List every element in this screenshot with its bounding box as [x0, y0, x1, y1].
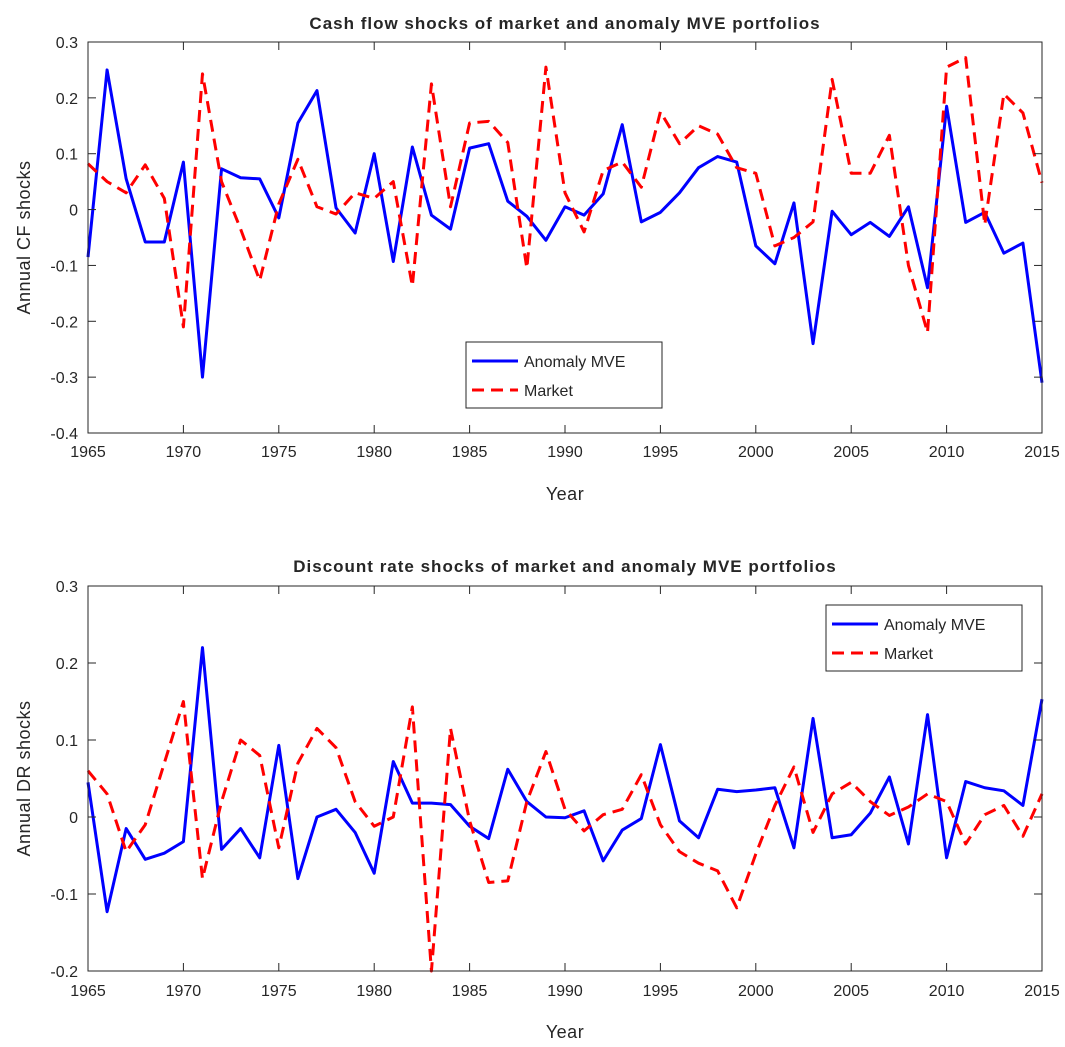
- chart-title: Cash flow shocks of market and anomaly M…: [309, 14, 820, 33]
- y-tick-label: 0.1: [56, 733, 78, 750]
- x-tick-label: 1970: [166, 444, 202, 461]
- market-series-line: [86, 56, 1044, 334]
- x-tick-label: 2010: [929, 444, 965, 461]
- x-axis-label: Year: [546, 1022, 584, 1042]
- x-tick-label: 2010: [929, 983, 965, 1000]
- y-axis-label: Annual CF shocks: [14, 160, 34, 314]
- x-tick-label: 2015: [1024, 444, 1060, 461]
- legend-label: Anomaly MVE: [884, 617, 985, 634]
- x-tick-label: 2000: [738, 983, 774, 1000]
- x-tick-label: 1980: [356, 983, 392, 1000]
- anomaly-mve-series-line: [86, 646, 1044, 914]
- y-tick-label: 0.1: [56, 147, 78, 164]
- anomaly-mve-series-line: [86, 68, 1044, 383]
- y-tick-label: -0.3: [50, 370, 78, 387]
- market-series-line: [86, 700, 1044, 973]
- x-tick-label: 2005: [833, 983, 869, 1000]
- x-tick-label: 1985: [452, 983, 488, 1000]
- x-tick-label: 1965: [70, 444, 106, 461]
- y-tick-label: 0: [69, 203, 78, 220]
- y-tick-label: -0.1: [50, 887, 78, 904]
- x-tick-label: 2005: [833, 444, 869, 461]
- x-tick-label: 1975: [261, 444, 297, 461]
- legend-box: [465, 341, 663, 409]
- x-tick-label: 1980: [356, 444, 392, 461]
- y-axis-label: Annual DR shocks: [14, 700, 34, 856]
- y-tick-label: -0.1: [50, 258, 78, 275]
- x-axis-label: Year: [546, 484, 584, 504]
- x-tick-label: 1970: [166, 983, 202, 1000]
- y-tick-label: -0.2: [50, 314, 78, 331]
- x-tick-label: 1990: [547, 983, 583, 1000]
- y-tick-label: 0.3: [56, 35, 78, 52]
- x-tick-label: 1995: [643, 983, 679, 1000]
- y-tick-label: -0.4: [50, 426, 78, 443]
- y-tick-label: -0.2: [50, 964, 78, 981]
- x-tick-label: 1990: [547, 444, 583, 461]
- x-tick-label: 2015: [1024, 983, 1060, 1000]
- legend-label: Market: [524, 383, 573, 400]
- cf-shocks-chart: 1965 1970 1975 1980 1985 1990 1995 2000 2005 2010…: [14, 14, 1060, 504]
- y-tick-label: 0.2: [56, 91, 78, 108]
- x-tick-label: 2000: [738, 444, 774, 461]
- legend-box: [825, 604, 1023, 672]
- legend-label: Anomaly MVE: [524, 354, 625, 371]
- chart-title: Discount rate shocks of market and anoma…: [293, 557, 837, 576]
- x-tick-label: 1965: [70, 983, 106, 1000]
- y-tick-label: 0.2: [56, 656, 78, 673]
- legend-label: Market: [884, 646, 933, 663]
- x-tick-label: 1985: [452, 444, 488, 461]
- dr-shocks-chart: 1965 1970 1975 1980 1985 1990 1995 2000 2005 2010…: [14, 557, 1060, 1042]
- x-tick-label: 1995: [643, 444, 679, 461]
- y-tick-label: 0: [69, 810, 78, 827]
- y-tick-label: 0.3: [56, 579, 78, 596]
- x-tick-label: 1975: [261, 983, 297, 1000]
